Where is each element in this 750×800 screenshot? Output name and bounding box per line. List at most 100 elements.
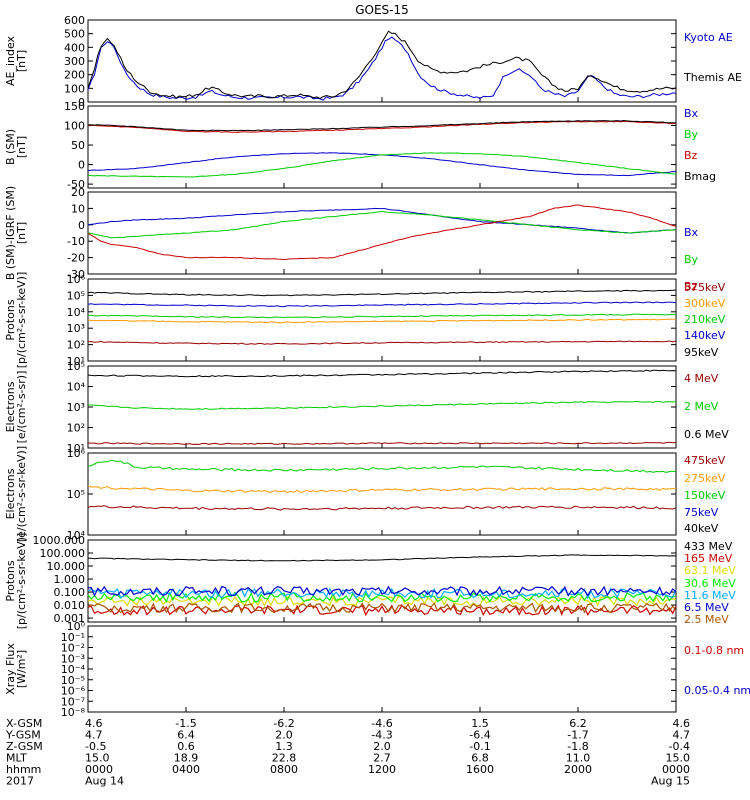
y-tick-label: 10⁰ bbox=[67, 620, 86, 633]
legend-entry: 30.6 MeV bbox=[684, 577, 736, 590]
series-line-kyoto-ae bbox=[87, 36, 677, 101]
x-row-label: Z-GSM bbox=[6, 740, 43, 753]
x-tick-value: Aug 14 bbox=[85, 775, 124, 788]
y-tick-label: 500 bbox=[64, 28, 85, 41]
series-line-475kev bbox=[87, 505, 677, 511]
x-tick-value: 0800 bbox=[270, 763, 298, 776]
y-tick-label: 10⁴ bbox=[67, 529, 86, 542]
y-tick-label: 10⁻¹ bbox=[61, 631, 85, 644]
legend-entry: 0.1-0.8 nm bbox=[684, 644, 744, 657]
x-tick-value: -0.5 bbox=[85, 740, 106, 753]
x-tick-value: 1.5 bbox=[471, 717, 489, 730]
y-axis-label: [W/m²] bbox=[15, 650, 28, 688]
legend-entry: 475keV bbox=[684, 454, 726, 467]
x-tick-value: -4.3 bbox=[371, 729, 392, 742]
y-tick-label: 10⁵ bbox=[67, 360, 85, 373]
series-line-themis-ae bbox=[87, 30, 677, 100]
series-line-95kev bbox=[87, 289, 677, 297]
legend-entry: 0.6 MeV bbox=[684, 428, 729, 441]
legend-entry: 2 MeV bbox=[684, 400, 719, 413]
x-tick-value: -0.1 bbox=[469, 740, 490, 753]
series-line-30.6-mev bbox=[87, 591, 677, 603]
panel-5: 10¹ 10² 10³ 10⁴ 10⁵ Electrons[e/(cm²-s-sr)] 4 … bbox=[4, 360, 729, 455]
y-tick-label: 100 bbox=[64, 120, 85, 133]
y-tick-label: 100.000 bbox=[40, 547, 86, 560]
series-line-2-mev bbox=[87, 400, 677, 410]
legend-entry: Bz bbox=[684, 149, 698, 162]
y-tick-label: 10 bbox=[71, 202, 85, 215]
chart-title: GOES-15 bbox=[355, 3, 409, 17]
panel-2: -50 0 50 100 150 B (SM)[nT] Bx By Bz Bmag bbox=[4, 100, 716, 191]
legend-entry: 275keV bbox=[684, 472, 726, 485]
x-tick-value: 4.7 bbox=[673, 729, 691, 742]
y-axis-label: Protons bbox=[4, 560, 17, 601]
x-tick-value: 0000 bbox=[662, 763, 690, 776]
y-tick-label: -30 bbox=[67, 268, 85, 281]
y-axis-label: [nT] bbox=[15, 50, 28, 72]
x-tick-value: 1600 bbox=[466, 763, 494, 776]
x-tick-value: 2.7 bbox=[373, 752, 391, 765]
x-tick-value: 2.0 bbox=[275, 729, 293, 742]
panel-4: 10¹ 10² 10³ 10⁴ 10⁵ 10⁶ Protons[p/(cm²-s-sr-ke… bbox=[4, 272, 726, 369]
x-tick-value: 2000 bbox=[564, 763, 592, 776]
y-tick-label: 10⁻² bbox=[61, 642, 85, 655]
y-tick-label: 10⁻⁵ bbox=[61, 674, 85, 687]
series-line-bz bbox=[88, 120, 677, 133]
legend-entry: 2.5 MeV bbox=[684, 613, 729, 626]
y-axis-label: [nT] bbox=[15, 222, 28, 244]
series-line-275kev bbox=[87, 485, 677, 494]
y-tick-label: 1.000 bbox=[54, 573, 86, 586]
y-tick-label: 10.000 bbox=[47, 560, 86, 573]
y-tick-label: 150 bbox=[64, 100, 85, 113]
x-tick-value: 0.6 bbox=[177, 740, 195, 753]
series-line-140kev bbox=[87, 301, 677, 308]
panel-frame bbox=[87, 625, 677, 713]
y-tick-label: 400 bbox=[64, 41, 85, 54]
y-tick-label: 20 bbox=[71, 186, 85, 199]
y-tick-label: 10³ bbox=[67, 401, 85, 414]
series-line-300kev bbox=[87, 318, 677, 324]
panel-frame bbox=[87, 19, 677, 103]
y-axis-label: [p/(cm²-s-sr-keV)] bbox=[15, 533, 28, 630]
y-tick-label: -50 bbox=[67, 178, 85, 191]
y-tick-label: 50 bbox=[71, 139, 85, 152]
y-tick-label: 0.010 bbox=[54, 599, 86, 612]
legend-entry: Bx bbox=[684, 226, 699, 239]
y-tick-label: 10⁵ bbox=[67, 289, 85, 302]
y-axis-label: Electrons bbox=[4, 381, 17, 432]
x-tick-value: 18.9 bbox=[174, 752, 199, 765]
x-tick-value: -6.2 bbox=[273, 717, 294, 730]
x-tick-value: 2.0 bbox=[373, 740, 391, 753]
y-axis-label: [e/(cm²-s-sr)] bbox=[15, 371, 28, 444]
legend-entry: 433 MeV bbox=[684, 540, 733, 553]
series-line-165-mev bbox=[87, 604, 677, 617]
legend-entry: 63.1 MeV bbox=[684, 564, 736, 577]
x-tick-value: 4.6 bbox=[673, 717, 691, 730]
y-axis-label: AE_index bbox=[4, 35, 17, 86]
y-tick-label: 10⁴ bbox=[67, 306, 86, 319]
x-tick-value: -1.5 bbox=[175, 717, 196, 730]
series-line-6.5-mev bbox=[87, 585, 677, 597]
y-axis-label: B (SM)-IGRF (SM) bbox=[4, 186, 17, 280]
legend-entry: 11.6 MeV bbox=[684, 589, 736, 602]
x-tick-value: -4.6 bbox=[371, 717, 392, 730]
x-tick-value: 15.0 bbox=[85, 752, 110, 765]
legend-entry: 40keV bbox=[684, 522, 719, 535]
series-line-150kev bbox=[87, 459, 677, 474]
legend-entry: Kyoto AE bbox=[684, 31, 733, 44]
panel-6: 10⁴ 10⁵ 10⁶ Electrons[e/(cm²-s-sr-keV)] 475k… bbox=[4, 446, 726, 542]
series-line-by bbox=[87, 152, 677, 178]
x-tick-value: 1200 bbox=[368, 763, 396, 776]
x-tick-value: 6.4 bbox=[177, 729, 195, 742]
legend-entry: 140keV bbox=[684, 329, 726, 342]
legend-entry: 0.05-0.4 nm bbox=[684, 684, 750, 697]
x-tick-value: 1.3 bbox=[275, 740, 293, 753]
series-line-bx bbox=[87, 207, 677, 234]
series-line-by bbox=[87, 210, 677, 239]
x-tick-value: -0.4 bbox=[669, 740, 690, 753]
y-tick-label: 600 bbox=[64, 14, 85, 27]
y-tick-label: 10⁴ bbox=[67, 381, 86, 394]
x-tick-value: -1.8 bbox=[567, 740, 588, 753]
